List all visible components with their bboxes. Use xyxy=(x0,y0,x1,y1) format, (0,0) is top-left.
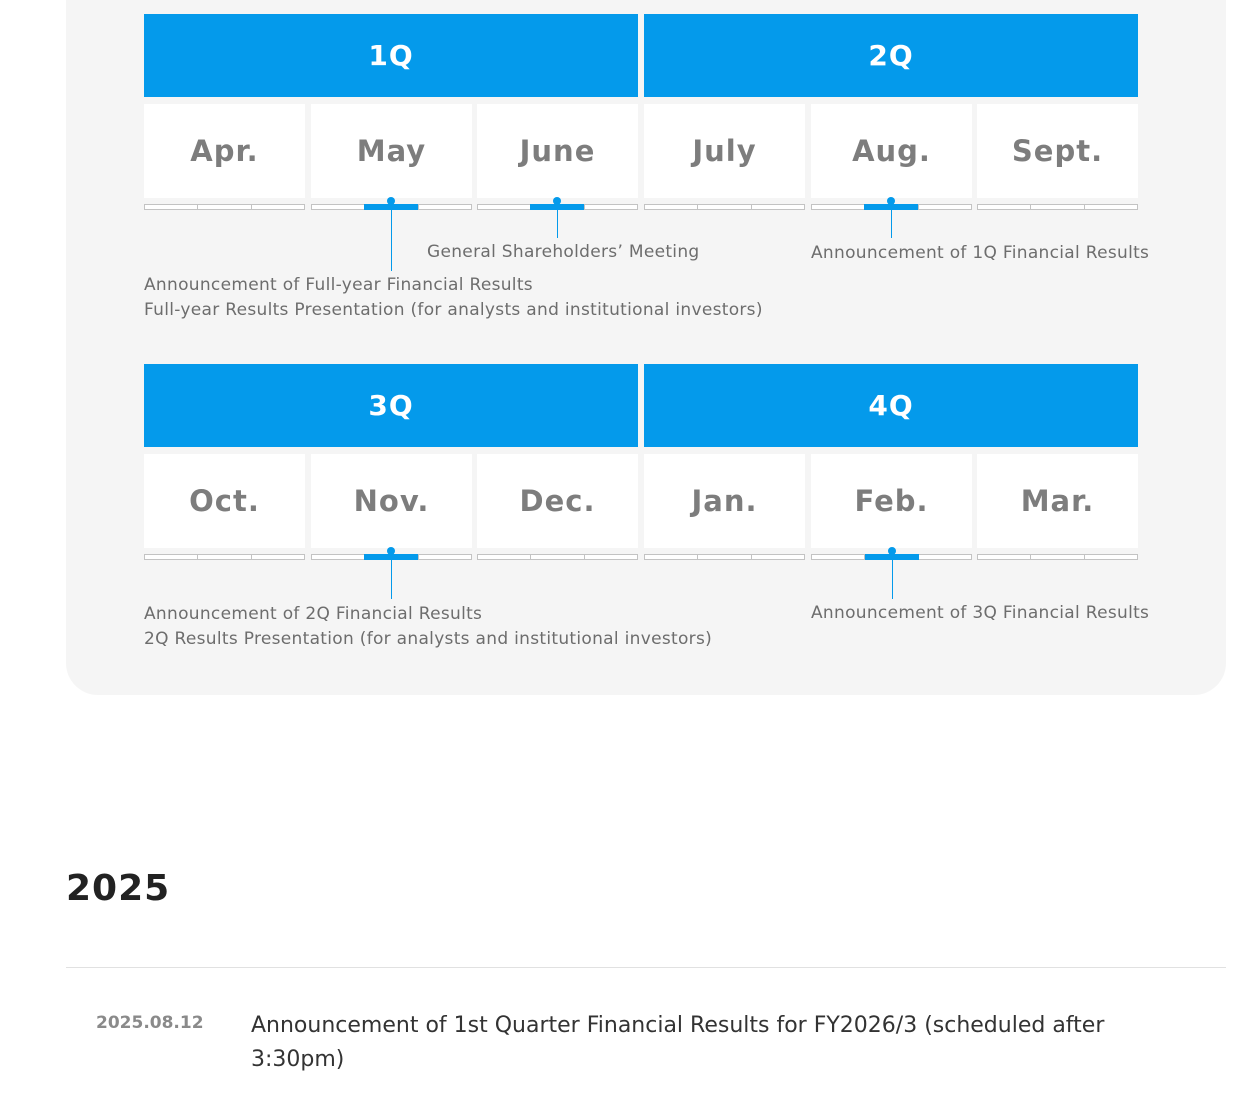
timeline-bar-oct xyxy=(144,554,305,560)
marker-may-dot xyxy=(387,197,395,205)
quarter-header-2q: 2Q xyxy=(644,14,1138,97)
section-divider xyxy=(66,967,1226,968)
year-heading: 2025 xyxy=(66,868,171,909)
month-cell-june: June xyxy=(477,104,638,198)
marker-aug-line xyxy=(891,205,892,238)
event-q2-results-line2: 2Q Results Presentation (for analysts an… xyxy=(144,629,713,649)
month-cell-nov: Nov. xyxy=(311,454,472,548)
marker-aug-dot xyxy=(887,197,895,205)
event-q1-results: Announcement of 1Q Financial Results xyxy=(811,243,1150,263)
month-cell-dec: Dec. xyxy=(477,454,638,548)
quarter-header-3q: 3Q xyxy=(144,364,638,447)
marker-june-dot xyxy=(553,197,561,205)
quarter-header-4q: 4Q xyxy=(644,364,1138,447)
event-q3-results: Announcement of 3Q Financial Results xyxy=(811,603,1150,623)
news-link[interactable]: Announcement of 1st Quarter Financial Re… xyxy=(251,1013,1105,1072)
month-cell-aug: Aug. xyxy=(811,104,972,198)
month-cell-may: May xyxy=(311,104,472,198)
month-cell-feb: Feb. xyxy=(811,454,972,548)
month-cell-july: July xyxy=(644,104,805,198)
event-shareholders-meeting: General Shareholders’ Meeting xyxy=(427,242,700,262)
marker-may-line xyxy=(391,205,392,271)
month-cell-apr: Apr. xyxy=(144,104,305,198)
marker-nov-line xyxy=(391,555,392,599)
event-fy-results-line1: Announcement of Full-year Financial Resu… xyxy=(144,275,533,295)
month-cell-jan: Jan. xyxy=(644,454,805,548)
event-fy-results-line2: Full-year Results Presentation (for anal… xyxy=(144,300,763,320)
timeline-bar-mar xyxy=(977,554,1138,560)
news-date: 2025.08.12 xyxy=(96,1013,204,1033)
marker-feb-line xyxy=(892,555,893,599)
quarter-header-1q: 1Q xyxy=(144,14,638,97)
timeline-bar-july xyxy=(644,204,805,210)
marker-june-line xyxy=(557,205,558,238)
timeline-bar-jan xyxy=(644,554,805,560)
timeline-bar-apr xyxy=(144,204,305,210)
month-cell-sept: Sept. xyxy=(977,104,1138,198)
marker-nov-dot xyxy=(387,547,395,555)
month-cell-oct: Oct. xyxy=(144,454,305,548)
marker-feb-dot xyxy=(888,547,896,555)
month-cell-mar: Mar. xyxy=(977,454,1138,548)
event-q2-results-line1: Announcement of 2Q Financial Results xyxy=(144,604,483,624)
timeline-bar-dec xyxy=(477,554,638,560)
timeline-bar-sept xyxy=(977,204,1138,210)
